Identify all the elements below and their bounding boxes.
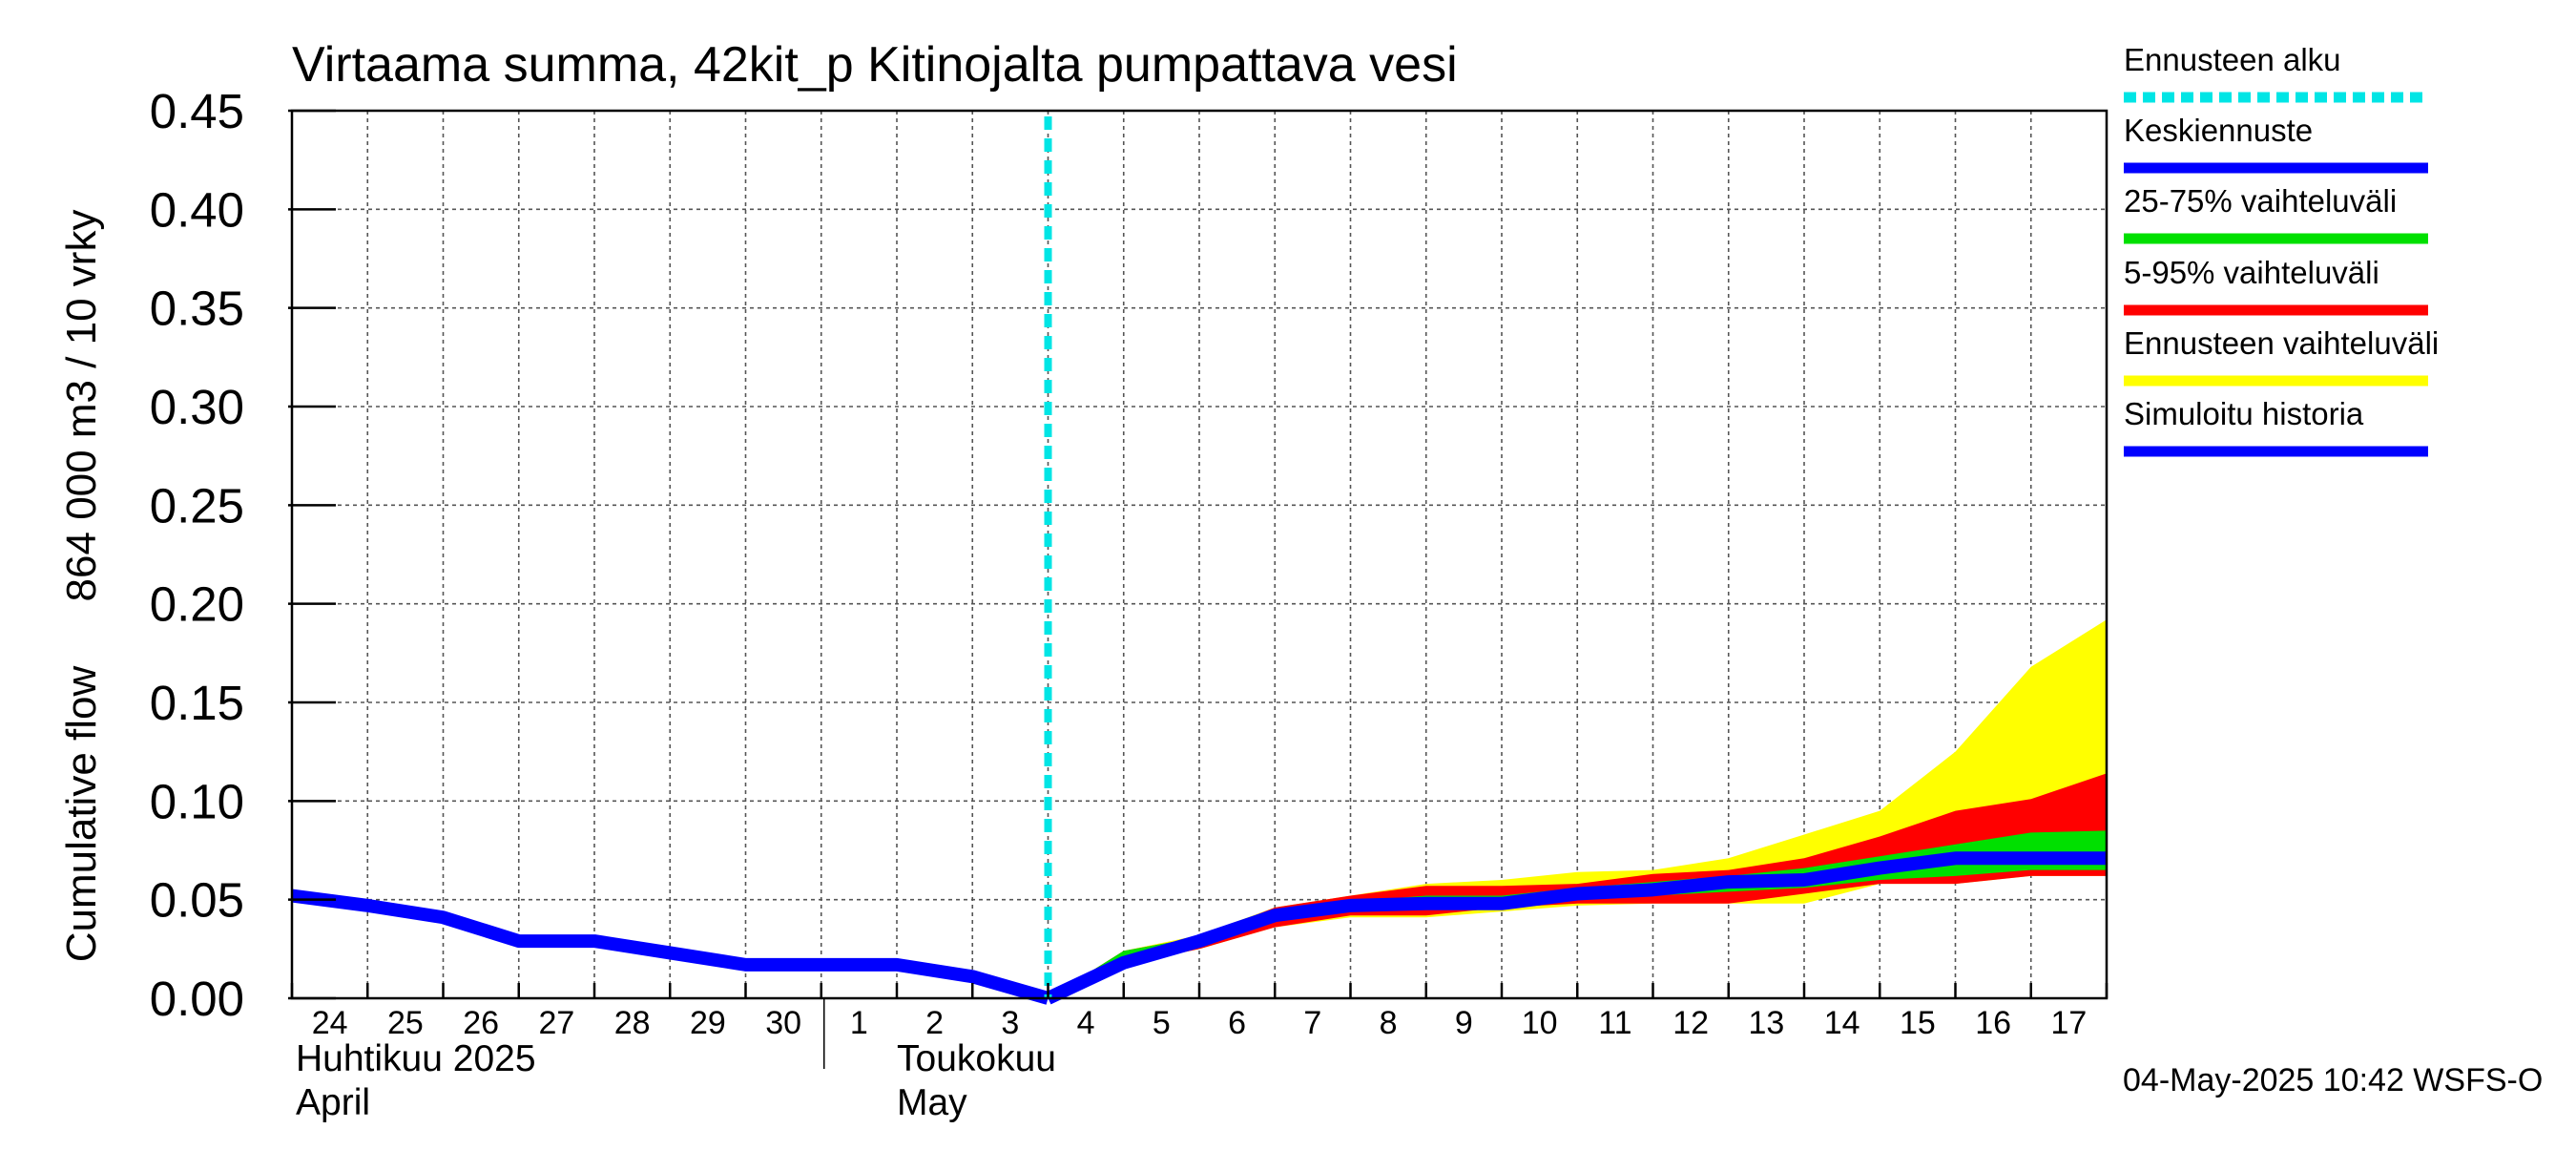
plot-frame xyxy=(290,109,2109,1000)
x-day-label: 7 xyxy=(1303,1005,1321,1041)
x-day-label: 6 xyxy=(1228,1005,1246,1041)
chart-title: Virtaama summa, 42kit_p Kitinojalta pump… xyxy=(292,37,1458,93)
x-day-label: 8 xyxy=(1380,1005,1398,1041)
x-day-label: 25 xyxy=(387,1005,424,1041)
x-day-label: 10 xyxy=(1522,1005,1558,1041)
y-tick-label: 0.15 xyxy=(150,676,244,730)
x-day-label: 9 xyxy=(1455,1005,1473,1041)
y-tick-label: 0.10 xyxy=(150,774,244,828)
legend-label: Keskiennuste xyxy=(2124,113,2313,148)
month-label-en: April xyxy=(296,1082,370,1123)
x-day-label: 13 xyxy=(1748,1005,1784,1041)
y-tick-label: 0.30 xyxy=(150,380,244,434)
x-day-label: 5 xyxy=(1153,1005,1171,1041)
x-day-label: 16 xyxy=(1975,1005,2011,1041)
x-day-label: 17 xyxy=(2050,1005,2087,1041)
month-label-en: May xyxy=(897,1082,967,1123)
legend-label: Simuloitu historia xyxy=(2124,396,2364,431)
x-day-label: 11 xyxy=(1598,1005,1631,1041)
month-label-fi: Huhtikuu 2025 xyxy=(296,1038,536,1079)
x-day-label: 14 xyxy=(1824,1005,1860,1041)
p5-95-band xyxy=(1048,773,2107,998)
legend-label: Ennusteen vaihteluväli xyxy=(2124,325,2439,361)
y-tick-label: 0.35 xyxy=(150,282,244,336)
y-tick-label: 0.00 xyxy=(150,972,244,1026)
legend-label: 5-95% vaihteluväli xyxy=(2124,255,2379,290)
y-tick-label: 0.25 xyxy=(150,478,244,533)
x-day-label: 3 xyxy=(1001,1005,1019,1041)
x-day-label: 30 xyxy=(765,1005,801,1041)
x-day-label: 26 xyxy=(463,1005,499,1041)
y-axis-label-units: 864 000 m3 / 10 vrky xyxy=(58,210,105,602)
month-label-fi: Toukokuu xyxy=(897,1038,1056,1079)
history-line xyxy=(291,889,1050,1005)
x-day-label: 28 xyxy=(614,1005,651,1041)
y-tick-label: 0.05 xyxy=(150,873,244,928)
legend-label: Ennusteen alku xyxy=(2124,42,2341,77)
y-tick-label: 0.20 xyxy=(150,577,244,632)
x-day-label: 15 xyxy=(1900,1005,1936,1041)
x-day-label: 2 xyxy=(925,1005,944,1041)
x-day-label: 12 xyxy=(1672,1005,1709,1041)
x-day-label: 4 xyxy=(1077,1005,1095,1041)
x-day-label: 1 xyxy=(850,1005,868,1041)
x-day-label: 27 xyxy=(538,1005,574,1041)
forecast-mean-line xyxy=(1045,851,2107,1005)
y-tick-label: 0.45 xyxy=(150,84,244,138)
x-day-label: 24 xyxy=(312,1005,348,1041)
x-day-label: 29 xyxy=(690,1005,726,1041)
y-tick-label: 0.40 xyxy=(150,182,244,237)
footer-timestamp: 04-May-2025 10:42 WSFS-O xyxy=(2123,1062,2543,1098)
legend-label: 25-75% vaihteluväli xyxy=(2124,183,2397,219)
y-axis-label-title: Cumulative flow xyxy=(58,666,105,963)
